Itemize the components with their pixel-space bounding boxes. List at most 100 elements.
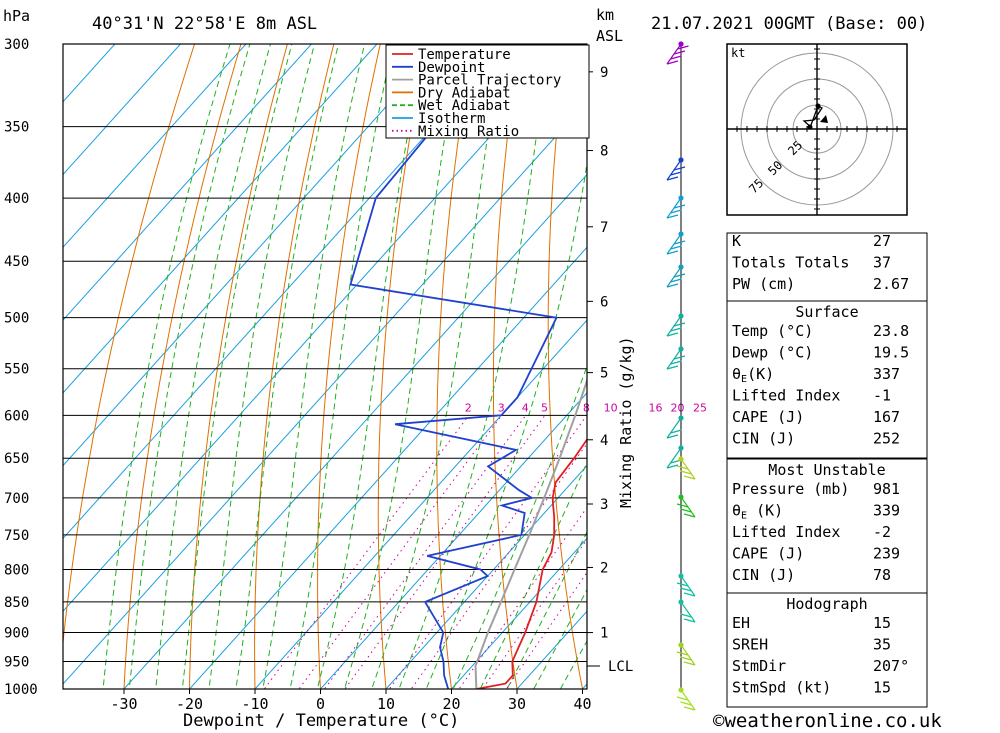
most-unstable-row-label: θE (K): [732, 502, 783, 522]
temperature-tick-label: -20: [176, 695, 203, 713]
wind-barb-feather: [676, 696, 689, 701]
most-unstable-row-value: 339: [873, 502, 900, 520]
hodograph-table-row-label: StmDir: [732, 657, 786, 675]
y2-axis-label: Mixing Ratio (g/kg): [617, 336, 635, 508]
isotherm-line: [63, 44, 378, 394]
surface-row-label-sub: E: [741, 374, 747, 385]
wind-barb-feather: [666, 60, 679, 65]
surface-row-label: CAPE (J): [732, 408, 804, 426]
isotherm-line: [319, 392, 587, 689]
most-unstable-box: [726, 458, 928, 595]
dry-adiabat-line: [977, 0, 1000, 715]
wind-barb-feather: [673, 273, 686, 278]
km-tick-label: 4: [600, 433, 608, 449]
pressure-unit-label: hPa: [3, 7, 30, 25]
temperature-legend-label: Temperature: [418, 47, 511, 63]
isotherm-line: [63, 44, 116, 103]
temperature-tick-label: 20: [442, 695, 460, 713]
surface-row-value: 252: [873, 430, 900, 448]
mixing-ratio-label: 5: [541, 401, 548, 414]
isotherm-line: [63, 101, 587, 685]
surface-row-value: 19.5: [873, 344, 909, 362]
wet-adiabat-line: [262, 44, 366, 689]
surface-row-label: CIN (J): [732, 430, 795, 448]
wind-barb-shaft: [666, 417, 682, 439]
pressure-tick-label: 950: [4, 655, 29, 671]
hodograph-point: [807, 124, 813, 130]
mixing-ratio-line: [298, 415, 503, 689]
parcel-legend-label: Parcel Trajectory: [418, 73, 561, 89]
wind-barb-feather: [680, 701, 692, 706]
km-tick-label: 5: [600, 366, 608, 382]
most-unstable-row-value: 981: [873, 480, 900, 498]
wind-barb-feather: [670, 360, 682, 365]
wind-barb-feather: [673, 204, 686, 209]
surface-row-label: Temp (°C): [732, 322, 813, 340]
surface-row-label: Lifted Index: [732, 387, 840, 405]
wet-adiabat-line: [235, 44, 340, 689]
wind-barb-feather: [670, 171, 682, 176]
km-tick-label: 3: [600, 497, 608, 513]
isotherm-legend-label: Isotherm: [418, 111, 485, 127]
mixing-ratio-label: 2: [465, 401, 472, 414]
wet-adiabat-line: [479, 461, 587, 689]
isotherm-line: [63, 44, 313, 321]
temperature-profile: [476, 437, 587, 689]
mixing-ratio-line: [344, 415, 546, 689]
wind-barb-feather: [676, 651, 689, 656]
height-km-axis: 1 2 3 4 5 6 7 8 9 LCL: [587, 65, 633, 675]
pressure-tick-label: 450: [4, 254, 29, 270]
wind-barb-feather: [680, 508, 692, 513]
wet-adiabat-line: [533, 588, 587, 689]
dewpoint-legend-label: Dewpoint: [418, 60, 485, 76]
sounding-profiles: [349, 44, 587, 689]
wind-barb-feather: [666, 214, 679, 219]
parcel-profile: [474, 377, 587, 689]
hodograph-table-row-value: 207°: [873, 657, 909, 675]
km-tick-label: 1: [600, 626, 608, 642]
wind-barb-feather: [673, 322, 686, 327]
wind-barb-feather: [670, 327, 682, 332]
wind-barb-shaft: [680, 601, 696, 623]
isotherm-line: [385, 464, 587, 689]
pressure-tick-label: 650: [4, 451, 29, 467]
wind-barb-feather: [683, 618, 696, 623]
indices-row-label: Totals Totals: [732, 254, 849, 272]
hodograph-table-row-value: 15: [873, 679, 891, 697]
dry-adiabat-line: [188, 44, 288, 689]
dry-adiabat-line: [653, 0, 721, 715]
wet-adiabat-line: [102, 44, 231, 689]
hodograph-table-box: [726, 592, 928, 708]
wind-barb-column: [666, 41, 696, 711]
wet-adiabat-line: [208, 44, 316, 689]
wind-barb-feather: [673, 355, 686, 360]
hodograph-trace: [802, 105, 823, 129]
temperature-tick-label: 40: [573, 695, 591, 713]
mixing-ratio-label: 20: [671, 401, 685, 414]
surface-row-label: θE(K): [732, 365, 774, 385]
pressure-tick-label: 300: [4, 37, 29, 53]
wind-barb-feather: [673, 240, 686, 245]
mixing-ratio-line: [388, 415, 587, 689]
x-axis-label: Dewpoint / Temperature (°C): [183, 711, 459, 731]
indices-row-value: 37: [873, 254, 891, 272]
isotherm-line: [63, 44, 182, 176]
pressure-tick-label: 500: [4, 311, 29, 327]
pressure-tick-label: 850: [4, 595, 29, 611]
wet_adiabat-legend-label: Wet Adiabat: [418, 98, 511, 114]
most-unstable-row-label: Pressure (mb): [732, 480, 849, 498]
pressure-tick-label: 750: [4, 528, 29, 544]
mixing-ratio-line: [323, 415, 527, 689]
km-tick-label: 8: [600, 144, 608, 160]
dry_adiabat-legend-label: Dry Adiabat: [418, 85, 511, 101]
wind-barb-feather: [670, 278, 682, 283]
most-unstable-row-value: 239: [873, 545, 900, 563]
mixing-ratio-line: [481, 538, 587, 689]
wind-barb-feather: [683, 592, 696, 597]
wet-adiabat-line: [506, 530, 587, 689]
dry-adiabat-line: [63, 44, 196, 648]
wind-barb-feather: [680, 470, 692, 475]
indices-row-value: 2.67: [873, 275, 909, 293]
km-tick-label: 7: [600, 220, 608, 236]
wind-barb-feather: [670, 55, 682, 60]
